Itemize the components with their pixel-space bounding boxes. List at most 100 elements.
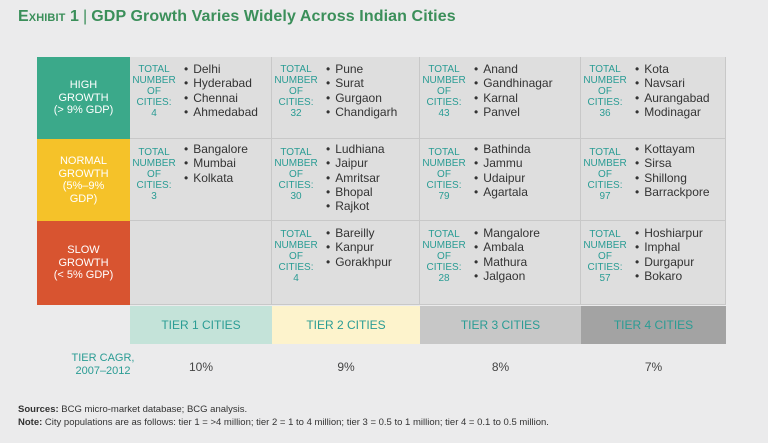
total-label-line: OF CITIES:	[587, 86, 623, 108]
total-label-line: OF CITIES:	[426, 169, 462, 191]
city-count: 32	[290, 108, 302, 119]
city-list: BathindaJammuUdaipurAgartala	[474, 142, 531, 199]
city-list: PuneSuratGurgaonChandigarh	[326, 62, 397, 119]
total-label-line: OF CITIES:	[278, 86, 314, 108]
total-cities-label: TOTAL NUMBER OF CITIES: 79	[422, 147, 466, 202]
growth-header-line: HIGH	[69, 79, 98, 92]
city-item: Kota	[635, 62, 710, 76]
total-label-line: TOTAL	[138, 147, 170, 158]
total-label-line: NUMBER	[583, 158, 627, 169]
city-item: Hyderabad	[184, 76, 258, 90]
note-text: City populations are as follows: tier 1 …	[42, 416, 549, 428]
city-item: Gandhinagar	[474, 76, 552, 90]
city-count: 30	[290, 191, 302, 202]
city-item: Kottayam	[635, 142, 710, 156]
city-item: Agartala	[474, 185, 531, 199]
total-cities-label: TOTAL NUMBER OF CITIES: 32	[274, 64, 318, 119]
total-cities-label: TOTAL NUMBER OF CITIES: 43	[422, 64, 466, 119]
growth-header-2: SLOW GROWTH (< 5% GDP)	[37, 221, 130, 305]
tier-cagr-3: 8%	[491, 360, 510, 374]
city-item: Modinagar	[635, 105, 710, 119]
city-list: DelhiHyderabadChennaiAhmedabad	[184, 62, 258, 119]
city-item: Karnal	[474, 91, 553, 105]
total-label-line: OF CITIES:	[136, 86, 172, 108]
city-item: Kolkata	[184, 171, 248, 185]
total-label-line: TOTAL	[428, 147, 460, 158]
total-label-line: NUMBER	[132, 158, 176, 169]
total-label-line: NUMBER	[132, 75, 176, 86]
population-note: Note: City populations are as follows: t…	[18, 417, 549, 430]
total-label-line: NUMBER	[422, 75, 466, 86]
total-cities-label: TOTAL NUMBER OF CITIES: 3	[132, 147, 176, 202]
total-label-line: NUMBER	[583, 75, 627, 86]
city-count: 79	[438, 191, 450, 202]
total-cities-label: TOTAL NUMBER OF CITIES: 4	[132, 64, 176, 119]
total-label-line: TOTAL	[280, 147, 312, 158]
total-label-line: NUMBER	[274, 240, 318, 251]
total-label-line: OF CITIES:	[278, 251, 314, 273]
city-item: Mathura	[474, 255, 540, 269]
city-count: 28	[438, 273, 450, 284]
total-label-line: OF CITIES:	[278, 169, 314, 191]
growth-header-line: GROWTH	[58, 91, 109, 104]
city-count: 57	[599, 273, 611, 284]
total-cities-label: TOTAL NUMBER OF CITIES: 36	[583, 64, 627, 119]
growth-header-line: (5%–9%	[62, 180, 105, 192]
city-item: Delhi	[184, 62, 258, 76]
growth-header-line: SLOW	[67, 244, 100, 257]
exhibit-number: Exhibit 1	[18, 8, 79, 25]
city-item: Panvel	[474, 105, 553, 119]
total-label-line: TOTAL	[280, 229, 312, 240]
city-item: Aurangabad	[635, 91, 709, 105]
tier-cagr-label-line-1: TIER CAGR,	[71, 352, 135, 364]
total-label-line: TOTAL	[138, 64, 170, 75]
city-list: BareillyKanpurGorakhpur	[326, 226, 392, 269]
tier-cagr-2: 9%	[337, 360, 355, 374]
city-item: Ahmedabad	[184, 105, 258, 119]
city-item: Udaipur	[474, 171, 531, 185]
grid-cell	[130, 221, 272, 305]
city-count: 4	[293, 273, 299, 284]
total-label-line: NUMBER	[422, 240, 466, 251]
growth-header-line: (< 5% GDP)	[53, 269, 114, 282]
city-count: 3	[151, 191, 157, 202]
city-item: Jammu	[474, 156, 531, 170]
city-list: BangaloreMumbaiKolkata	[184, 142, 248, 185]
city-item: Bhopal	[326, 185, 385, 199]
tier-cagr-1: 10%	[188, 360, 214, 374]
growth-header-text-1: NORMAL GROWTH (5%–9% GDP)	[58, 155, 108, 205]
total-label-line: OF CITIES:	[426, 251, 462, 273]
sources-text: BCG micro-market database; BCG analysis.	[58, 404, 248, 415]
city-item: Ambala	[474, 240, 540, 254]
city-item: Chandigarh	[326, 105, 397, 119]
city-item: Hoshiarpur	[635, 226, 703, 240]
total-label-line: TOTAL	[428, 229, 460, 240]
city-item: Mumbai	[184, 156, 248, 170]
total-label-line: NUMBER	[583, 240, 627, 251]
city-list: HoshiarpurImphalDurgapurBokaro	[635, 226, 703, 283]
city-item: Sirsa	[635, 156, 710, 170]
total-cities-label: TOTAL NUMBER OF CITIES: 30	[274, 147, 318, 202]
total-label-line: OF CITIES:	[426, 86, 462, 108]
city-item: Amritsar	[326, 171, 385, 185]
tier-label-3: TIER 3 CITIES	[420, 306, 581, 344]
note-label: Note:	[18, 416, 43, 428]
city-item: Rajkot	[326, 199, 385, 213]
growth-header-0: HIGH GROWTH (> 9% GDP)	[37, 57, 130, 139]
city-item: Gorakhpur	[326, 255, 392, 269]
total-cities-label: TOTAL NUMBER OF CITIES: 28	[422, 229, 466, 284]
tier-cagr-label-line-2: 2007–2012	[75, 364, 131, 377]
city-item: Kanpur	[326, 240, 392, 254]
growth-header-1: NORMAL GROWTH (5%–9% GDP)	[37, 139, 130, 221]
city-item: Bathinda	[474, 142, 530, 156]
city-list: KottayamSirsaShillongBarrackpore	[635, 142, 710, 199]
exhibit-title: Exhibit 1 | GDP Growth Varies Widely Acros…	[18, 8, 456, 26]
total-label-line: OF CITIES:	[587, 251, 623, 273]
